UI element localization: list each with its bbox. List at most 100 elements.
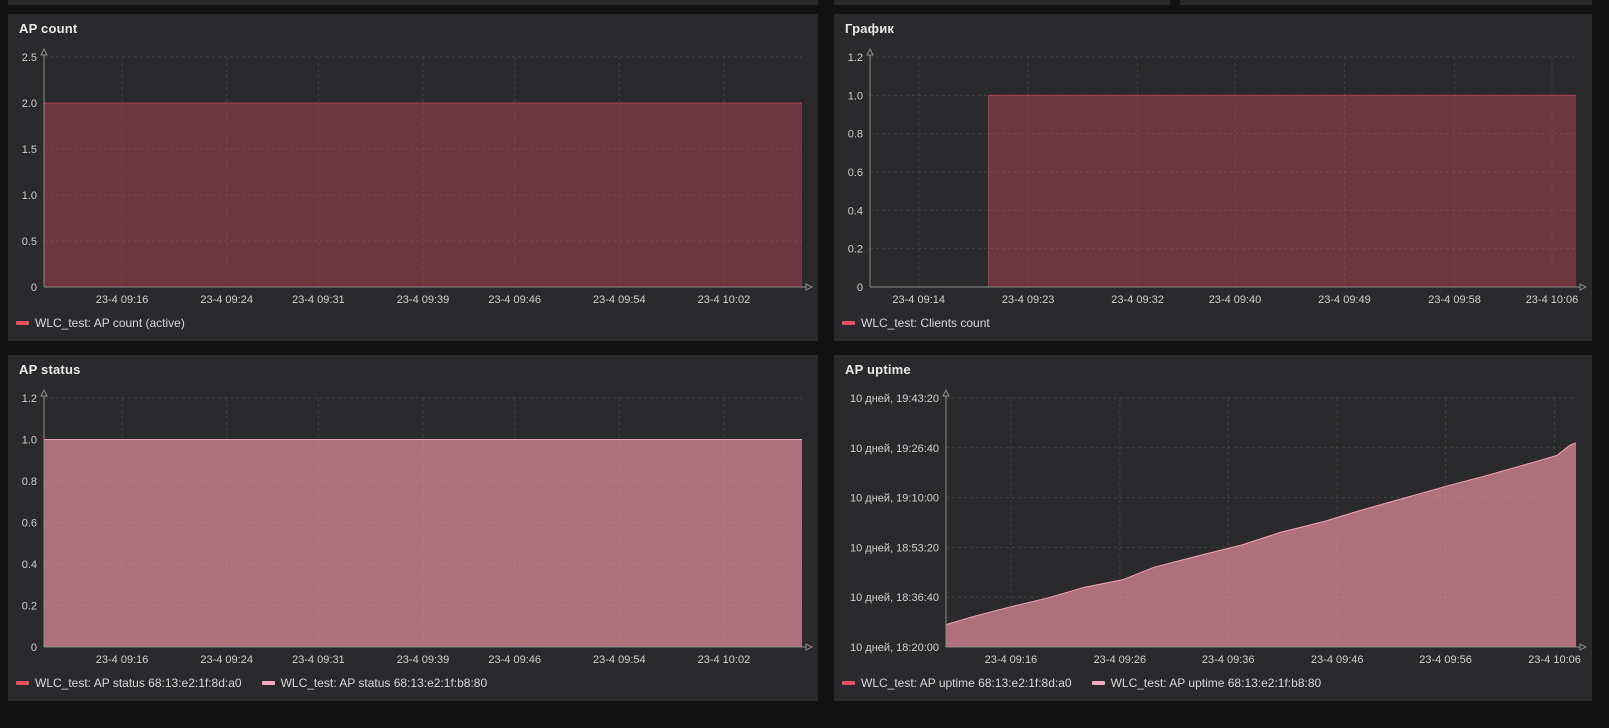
panel-title[interactable]: AP uptime xyxy=(845,362,911,377)
y-tick-label: 0.6 xyxy=(848,167,863,179)
ap-uptime-chart[interactable]: 10 дней, 18:20:00 10 дней, 18:36:40 10 дне… xyxy=(834,388,1592,671)
x-tick-label: 23-4 09:49 xyxy=(1318,294,1371,306)
area-series xyxy=(44,439,802,647)
adjacent-panel-edge xyxy=(834,0,1170,5)
x-tick-label: 23-4 09:16 xyxy=(985,654,1038,666)
x-tick-label: 23-4 09:31 xyxy=(292,654,345,666)
y-tick-label: 0.4 xyxy=(848,205,863,217)
legend-item[interactable]: WLC_test: AP uptime 68:13:e2:1f:8d:a0 xyxy=(842,676,1072,690)
x-tick-label: 23-4 09:54 xyxy=(593,294,646,306)
x-tick-label: 23-4 09:16 xyxy=(96,654,149,666)
x-tick-label: 23-4 09:32 xyxy=(1111,294,1164,306)
legend-label: WLC_test: Clients count xyxy=(861,316,990,330)
y-tick-label: 1.0 xyxy=(848,90,863,102)
panel-grafik: График 0 0.2 0.4 0.6 0.8 1.0 1.2 23-4 09:14 23-4… xyxy=(834,14,1592,341)
y-tick-label: 10 дней, 19:26:40 xyxy=(850,443,939,455)
x-tick-label: 23-4 09:24 xyxy=(200,294,253,306)
x-tick-label: 23-4 09:58 xyxy=(1428,294,1481,306)
y-tick-label: 0.4 xyxy=(22,559,37,571)
y-tick-label: 10 дней, 18:20:00 xyxy=(850,642,939,654)
x-tick-label: 23-4 09:54 xyxy=(593,654,646,666)
y-tick-label: 0.6 xyxy=(22,518,37,530)
legend-series-marker-icon xyxy=(1091,681,1105,685)
area-series xyxy=(44,103,802,287)
x-tick-label: 23-4 09:46 xyxy=(488,294,541,306)
legend-label: WLC_test: AP status 68:13:e2:1f:8d:a0 xyxy=(35,676,242,690)
y-tick-label: 0 xyxy=(31,642,37,654)
legend-item[interactable]: WLC_test: AP status 68:13:e2:1f:b8:80 xyxy=(261,676,488,690)
area-series xyxy=(870,95,1576,287)
legend: WLC_test: AP uptime 68:13:e2:1f:8d:a0 WLC… xyxy=(834,671,1592,701)
legend-label: WLC_test: AP uptime 68:13:e2:1f:b8:80 xyxy=(1110,676,1322,690)
x-tick-label: 23-4 09:26 xyxy=(1094,654,1147,666)
legend-series-marker-icon xyxy=(16,321,29,325)
legend-item[interactable]: WLC_test: AP status 68:13:e2:1f:8d:a0 xyxy=(16,676,242,690)
legend: WLC_test: AP count (active) xyxy=(8,311,818,341)
x-tick-label: 23-4 09:16 xyxy=(96,294,149,306)
panel-title[interactable]: График xyxy=(845,21,895,36)
y-axis-arrow-icon xyxy=(40,388,48,397)
clients-count-chart[interactable]: 0 0.2 0.4 0.6 0.8 1.0 1.2 23-4 09:14 23-4 09:23 2… xyxy=(834,47,1592,311)
y-axis-arrow-icon xyxy=(942,388,950,397)
adjacent-panel-edge xyxy=(8,0,818,5)
y-tick-label: 1.5 xyxy=(22,144,37,156)
y-tick-label: 1.2 xyxy=(848,52,863,64)
legend-series-marker-icon xyxy=(16,681,29,685)
y-tick-label: 0.2 xyxy=(848,244,863,256)
x-tick-label: 23-4 10:02 xyxy=(698,294,751,306)
panel-ap-uptime: AP uptime 10 дней, 18:20:00 10 дней, 18:3… xyxy=(834,355,1592,701)
y-axis-arrow-icon xyxy=(866,47,874,56)
panel-title[interactable]: AP status xyxy=(19,362,81,377)
legend: WLC_test: AP status 68:13:e2:1f:8d:a0 WLC… xyxy=(8,671,818,701)
x-tick-label: 23-4 09:40 xyxy=(1209,294,1262,306)
y-tick-label: 2.5 xyxy=(22,52,37,64)
panel-ap-status: AP status 0 0.2 0.4 0.6 0.8 1.0 1.2 23-4 09:16 2… xyxy=(8,355,818,701)
legend-series-marker-icon xyxy=(261,681,275,685)
x-tick-label: 23-4 09:36 xyxy=(1202,654,1255,666)
panel-ap-count: AP count 0 0.5 1.0 1.5 2.0 2.5 23-4 09:16 23-4 … xyxy=(8,14,818,341)
ap-count-chart[interactable]: 0 0.5 1.0 1.5 2.0 2.5 23-4 09:16 23-4 09:24 23-4… xyxy=(8,47,818,311)
x-tick-label: 23-4 10:06 xyxy=(1528,654,1581,666)
x-axis-arrow-icon xyxy=(805,643,814,651)
y-tick-label: 0.8 xyxy=(848,129,863,141)
legend-label: WLC_test: AP status 68:13:e2:1f:b8:80 xyxy=(280,676,488,690)
panel-title[interactable]: AP count xyxy=(19,21,78,36)
x-tick-label: 23-4 09:24 xyxy=(200,654,253,666)
y-tick-label: 1.0 xyxy=(22,435,37,447)
x-tick-label: 23-4 09:39 xyxy=(397,294,450,306)
legend-series-marker-icon xyxy=(842,321,855,325)
x-tick-label: 23-4 09:46 xyxy=(1311,654,1364,666)
adjacent-panel-edge xyxy=(1180,0,1592,5)
x-tick-label: 23-4 10:02 xyxy=(698,654,751,666)
y-tick-label: 10 дней, 18:53:20 xyxy=(850,542,939,554)
y-tick-label: 0 xyxy=(31,282,37,294)
legend-item[interactable]: WLC_test: AP uptime 68:13:e2:1f:b8:80 xyxy=(1091,676,1322,690)
x-tick-label: 23-4 09:56 xyxy=(1419,654,1472,666)
y-tick-label: 10 дней, 19:43:20 xyxy=(850,393,939,405)
legend: WLC_test: Clients count xyxy=(834,311,1592,341)
legend-item[interactable]: WLC_test: Clients count xyxy=(842,316,990,330)
y-tick-label: 0.5 xyxy=(22,236,37,248)
x-tick-label: 23-4 10:06 xyxy=(1526,294,1579,306)
y-tick-label: 10 дней, 19:10:00 xyxy=(850,493,939,505)
y-tick-label: 10 дней, 18:36:40 xyxy=(850,592,939,604)
y-tick-label: 1.0 xyxy=(22,190,37,202)
legend-item[interactable]: WLC_test: AP count (active) xyxy=(16,316,185,330)
y-axis-arrow-icon xyxy=(40,47,48,56)
series-line xyxy=(945,442,1577,626)
y-tick-label: 1.2 xyxy=(22,393,37,405)
legend-label: WLC_test: AP uptime 68:13:e2:1f:8d:a0 xyxy=(861,676,1072,690)
y-tick-label: 0.2 xyxy=(22,601,37,613)
x-tick-label: 23-4 09:31 xyxy=(292,294,345,306)
x-tick-label: 23-4 09:46 xyxy=(488,654,541,666)
x-tick-label: 23-4 09:14 xyxy=(892,294,945,306)
ap-status-chart[interactable]: 0 0.2 0.4 0.6 0.8 1.0 1.2 23-4 09:16 23-4 09:24 2… xyxy=(8,388,818,671)
y-tick-label: 0.8 xyxy=(22,476,37,488)
legend-series-marker-icon xyxy=(842,681,855,685)
legend-label: WLC_test: AP count (active) xyxy=(35,316,185,330)
x-axis-arrow-icon xyxy=(1579,283,1588,291)
x-axis-arrow-icon xyxy=(805,283,814,291)
x-tick-label: 23-4 09:23 xyxy=(1002,294,1055,306)
x-tick-label: 23-4 09:39 xyxy=(397,654,450,666)
y-tick-label: 0 xyxy=(857,282,863,294)
